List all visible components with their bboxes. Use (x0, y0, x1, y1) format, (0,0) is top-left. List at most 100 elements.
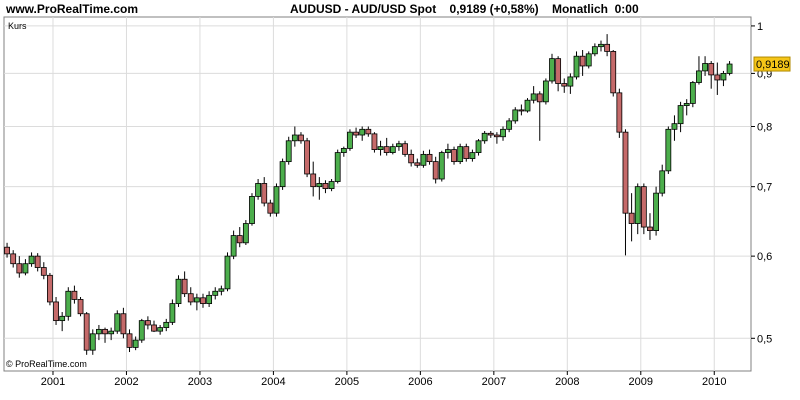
candle-down (322, 183, 329, 189)
candle-up (89, 333, 96, 351)
candle-up (702, 63, 708, 72)
candle-up (28, 255, 35, 265)
candle-up (634, 186, 641, 224)
candle-up (59, 315, 66, 322)
candle-down (187, 293, 194, 303)
candle-down (451, 149, 457, 163)
candle-down (120, 313, 127, 335)
candle-up (726, 63, 733, 74)
last-price-label: 0,9189 (756, 59, 790, 71)
candle-up (273, 186, 280, 214)
x-axis: 2001 2002 2003 2004 2005 2006 2007 2008 2009 2010 (41, 371, 727, 388)
candle-up (720, 73, 727, 81)
candle-down (610, 51, 617, 94)
candle-up (524, 99, 531, 112)
y-tick-label: 0,7 (757, 182, 772, 194)
candle-up (285, 140, 292, 163)
candle-up (377, 146, 384, 151)
candle-down (47, 274, 53, 303)
candle-up (138, 320, 145, 341)
x-tick-label: 2006 (408, 376, 432, 388)
candle-down (353, 131, 359, 136)
candle-up (157, 327, 164, 332)
candle-up (114, 313, 121, 332)
x-tick-label: 2004 (261, 376, 285, 388)
candles-group (4, 34, 733, 355)
candle-up (665, 128, 672, 172)
candle-down (493, 134, 500, 138)
last-price-marker: 0,9189 (753, 56, 791, 72)
candle-up (65, 290, 72, 317)
candle-up (689, 82, 696, 104)
copyright-text: © ProRealTime.com (6, 359, 87, 369)
candle-up (591, 46, 598, 55)
candle-down (708, 63, 715, 76)
panel-label: Kurs (8, 21, 27, 31)
candle-down (408, 153, 415, 164)
x-tick-label: 2009 (629, 376, 653, 388)
candle-down (579, 55, 586, 67)
candle-up (230, 235, 237, 257)
candle-down (414, 162, 421, 166)
candle-up (249, 196, 255, 224)
candle-up (255, 183, 262, 197)
candle-down (383, 146, 390, 153)
y-tick-label: 1 (757, 21, 763, 33)
candle-down (200, 297, 206, 305)
candle-up (396, 143, 402, 148)
candle-up (585, 53, 592, 67)
candle-down (555, 58, 562, 84)
candle-down (34, 255, 41, 268)
candle-down (561, 83, 568, 87)
candle-down (402, 143, 408, 155)
candle-down (126, 333, 133, 348)
candle-down (714, 74, 721, 81)
candle-up (340, 148, 347, 153)
candle-down (622, 131, 629, 214)
candle-up (512, 109, 519, 122)
candle-up (506, 120, 513, 130)
candle-down (77, 299, 84, 315)
candle-down (463, 146, 470, 159)
candle-up (457, 146, 464, 163)
candle-down (181, 278, 188, 295)
candle-up (175, 278, 182, 305)
candle-up (193, 297, 200, 303)
y-tick-label: 0,8 (757, 121, 772, 133)
chart-header: www.ProRealTime.com AUDUSD - AUD/USD Spo… (0, 0, 800, 17)
candle-up (530, 93, 537, 101)
candle-up (659, 170, 666, 194)
candle-down (102, 328, 108, 335)
candle-down (144, 320, 151, 326)
candle-up (96, 328, 102, 335)
candle-up (163, 321, 170, 329)
candle-up (218, 288, 225, 292)
candle-down (371, 133, 378, 151)
candle-up (22, 263, 29, 274)
candle-up (671, 123, 678, 130)
candle-up (389, 146, 396, 153)
candle-up (279, 161, 286, 188)
x-tick-label: 2002 (114, 376, 138, 388)
candle-up (334, 152, 341, 182)
candle-down (40, 267, 47, 276)
candle-up (328, 181, 335, 189)
y-tick-label: 0,5 (757, 333, 772, 345)
candle-up (567, 76, 574, 87)
x-tick-label: 2005 (335, 376, 359, 388)
candle-down (267, 202, 274, 214)
candle-down (426, 153, 433, 163)
candle-up (291, 134, 298, 142)
candle-up (481, 132, 488, 142)
candle-up (438, 152, 445, 180)
candle-up (469, 152, 476, 159)
candle-down (616, 92, 623, 133)
candle-down (518, 109, 525, 112)
x-tick-label: 2003 (188, 376, 212, 388)
y-tick-label: 0,6 (757, 251, 772, 263)
candle-up (500, 128, 506, 138)
candle-up (212, 290, 219, 296)
candle-up (108, 330, 115, 335)
candle-up (347, 131, 353, 149)
